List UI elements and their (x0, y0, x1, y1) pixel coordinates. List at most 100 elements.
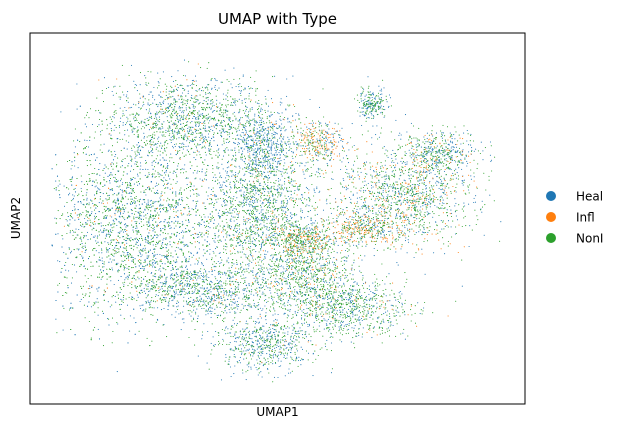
data-point (306, 233, 308, 235)
data-point (158, 136, 160, 138)
data-point (77, 249, 80, 251)
data-point (180, 203, 182, 206)
data-point (291, 274, 293, 276)
data-point (326, 320, 328, 322)
data-point (262, 308, 264, 310)
data-point (170, 136, 172, 138)
data-point (292, 169, 294, 171)
data-point (244, 129, 247, 131)
data-point (257, 229, 259, 231)
data-point (356, 335, 358, 337)
data-point (148, 301, 150, 303)
data-point (290, 225, 292, 227)
data-point (222, 168, 224, 170)
data-point (188, 260, 190, 262)
data-point (105, 217, 107, 219)
data-point (279, 345, 281, 347)
data-point (242, 193, 244, 195)
data-point (252, 237, 254, 239)
data-point (255, 154, 257, 156)
data-point (268, 227, 270, 229)
data-point (281, 282, 283, 284)
data-point (217, 168, 219, 170)
data-point (145, 83, 147, 85)
data-point (146, 295, 148, 297)
data-point (160, 164, 162, 166)
data-point (252, 201, 254, 203)
data-point (264, 191, 266, 193)
data-point (71, 184, 73, 186)
data-point (276, 319, 278, 321)
data-point (136, 136, 138, 138)
data-point (214, 248, 217, 250)
data-point (95, 301, 97, 303)
data-point (289, 309, 291, 311)
data-point (209, 280, 211, 282)
data-point (256, 148, 259, 150)
data-point (242, 307, 244, 309)
data-point (422, 205, 424, 207)
data-point (104, 241, 106, 243)
data-point (177, 118, 179, 121)
data-point (242, 333, 244, 336)
data-point (140, 165, 142, 167)
data-point (133, 128, 135, 130)
data-point (263, 162, 265, 164)
data-point (156, 191, 158, 194)
data-point (259, 363, 261, 365)
data-point (238, 143, 241, 145)
data-point (164, 281, 166, 283)
data-point (184, 276, 186, 278)
data-point (291, 332, 293, 334)
data-point (187, 177, 189, 179)
data-point (173, 298, 175, 300)
data-point (73, 152, 75, 154)
data-point (226, 110, 228, 112)
data-point (262, 213, 265, 215)
data-point (252, 270, 254, 272)
data-point (129, 170, 132, 172)
data-point (154, 201, 156, 203)
data-point (195, 131, 197, 133)
data-point (68, 194, 70, 196)
data-point (267, 287, 269, 289)
data-point (278, 244, 280, 246)
data-point (251, 348, 254, 350)
data-point (143, 103, 145, 105)
data-point (158, 82, 160, 84)
data-point (63, 185, 65, 187)
data-point (135, 266, 137, 268)
data-point (227, 212, 229, 214)
data-point (158, 205, 161, 207)
data-point (210, 80, 212, 82)
data-point (346, 172, 348, 174)
data-point (158, 94, 160, 96)
data-point (325, 130, 327, 132)
data-point (76, 294, 78, 296)
data-point (372, 212, 374, 215)
data-point (278, 268, 280, 271)
data-point (190, 253, 192, 255)
data-point (176, 261, 178, 263)
data-point (356, 283, 358, 285)
data-point (292, 346, 294, 348)
data-point (264, 132, 266, 134)
data-point (305, 336, 307, 338)
data-point (244, 115, 247, 117)
data-point (114, 247, 116, 249)
data-point (107, 318, 109, 320)
data-point (81, 225, 83, 227)
data-point (361, 319, 363, 322)
data-point (160, 203, 162, 205)
data-point (272, 363, 274, 365)
data-point (245, 285, 247, 287)
data-point (110, 231, 112, 233)
data-point (209, 140, 211, 142)
data-point (228, 277, 230, 279)
data-point (194, 289, 196, 291)
data-point (240, 353, 243, 355)
data-point (169, 217, 171, 219)
data-point (263, 136, 265, 138)
data-point (297, 272, 299, 274)
data-point (304, 165, 306, 167)
